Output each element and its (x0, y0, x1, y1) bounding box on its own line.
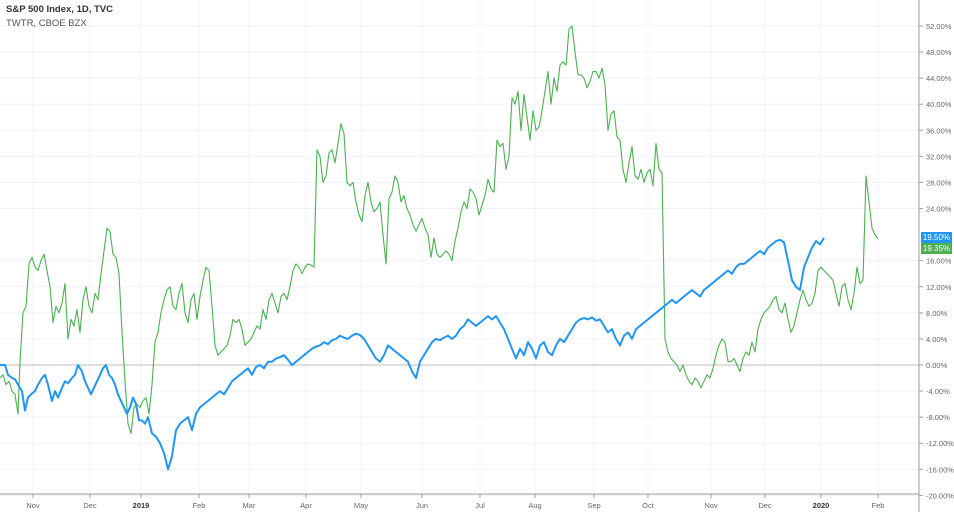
x-tick-label: Dec (83, 501, 97, 510)
y-tick-label: 44.00% (926, 74, 952, 83)
y-tick-label: 36.00% (926, 126, 952, 135)
twtr-line[interactable] (0, 25, 879, 435)
chart-legend: S&P 500 Index, 1D, TVC TWTR, CBOE BZX (6, 3, 113, 31)
y-tick-label: 12.00% (926, 283, 952, 292)
x-tick-label: Nov (704, 501, 718, 510)
x-tick-label: Sep (587, 501, 600, 510)
x-tick-label: Apr (300, 501, 312, 510)
y-tick-label: 8.00% (926, 309, 948, 318)
y-tick-label: -4.00% (926, 387, 950, 396)
y-tick-label: 4.00% (926, 335, 948, 344)
y-tick-label: -12.00% (926, 439, 954, 448)
x-tick-label: May (354, 501, 368, 510)
y-tick-label: 16.00% (926, 257, 952, 266)
x-tick-label: 2020 (813, 501, 830, 510)
y-tick-label: -20.00% (926, 491, 954, 500)
x-tick-label: Feb (872, 501, 885, 510)
y-tick-label: 48.00% (926, 48, 952, 57)
x-tick-label: Mar (243, 501, 256, 510)
x-tick-label: 2019 (133, 501, 150, 510)
y-tick-label: 32.00% (926, 152, 952, 161)
price-axis[interactable]: 52.00% 48.00% 44.00% 40.00% 36.00% 32.00% 28.0… (919, 22, 954, 500)
x-tick-label: Feb (193, 501, 206, 510)
compare-series-label[interactable]: TWTR, CBOE BZX (6, 18, 87, 29)
x-tick-label: Jun (416, 501, 428, 510)
y-tick-label: 28.00% (926, 178, 952, 187)
y-tick-label: 0.00% (926, 361, 948, 370)
y-tick-label: 24.00% (926, 205, 952, 214)
y-tick-label: -8.00% (926, 413, 950, 422)
grid-lines (0, 0, 919, 496)
y-tick-label: 40.00% (926, 100, 952, 109)
y-tick-label: -16.00% (926, 465, 954, 474)
x-tick-label: Dec (758, 501, 772, 510)
main-series-label[interactable]: S&P 500 Index, 1D, TVC (6, 4, 114, 15)
time-axis[interactable]: Nov Dec 2019 Feb Mar Apr May Jun Jul Aug Sep Oct Nov… (26, 494, 884, 510)
x-tick-label: Oct (642, 501, 655, 510)
y-tick-label: 52.00% (926, 22, 952, 31)
x-tick-label: Nov (26, 501, 40, 510)
x-tick-label: Jul (475, 501, 485, 510)
twtr-last-value-badge: 19.35% (921, 243, 952, 254)
spx-last-value-badge: 19.50% (921, 232, 952, 243)
spx-line[interactable] (0, 237, 825, 471)
x-tick-label: Aug (528, 501, 541, 510)
